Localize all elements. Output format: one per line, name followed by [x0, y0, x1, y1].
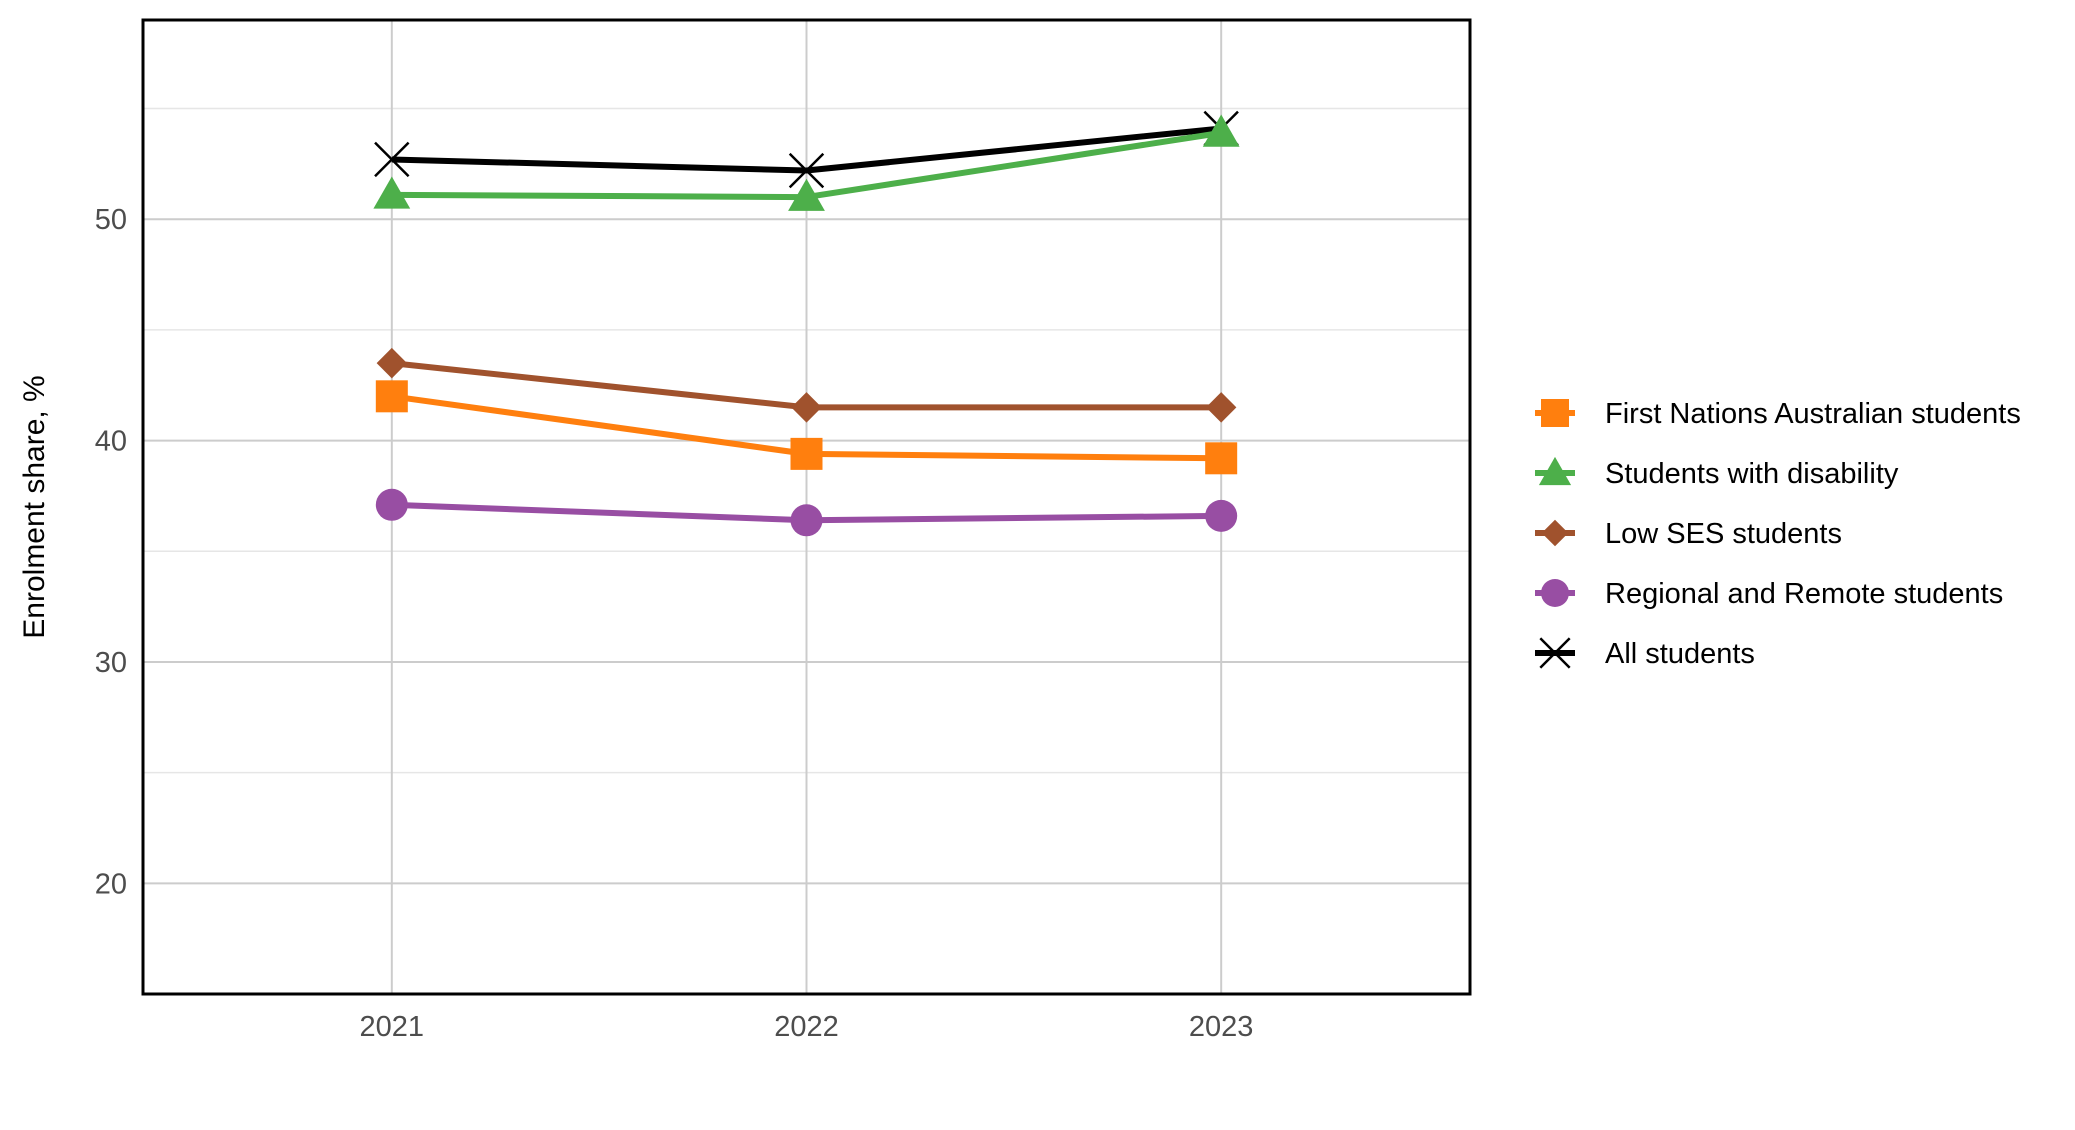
data-point [1205, 392, 1237, 423]
legend-label: Regional and Remote students [1605, 578, 2003, 610]
legend-label: All students [1605, 638, 1755, 670]
legend-marker [1539, 637, 1571, 669]
legend-marker [1541, 579, 1569, 607]
y-tick-label: 20 [95, 868, 127, 900]
tick-labels: 20 30 40 50 2021 2022 2023 [95, 204, 1254, 1043]
x-tick-label: 2022 [774, 1011, 839, 1043]
series-lines [373, 110, 1240, 537]
data-point [790, 437, 823, 470]
legend-label: Students with disability [1605, 458, 1899, 490]
y-tick-label: 50 [95, 204, 127, 236]
data-point [1205, 499, 1238, 532]
plot-frame [141, 18, 1472, 996]
legend-label: First Nations Australian students [1605, 398, 2021, 430]
y-tick-label: 30 [95, 647, 127, 679]
data-point [788, 152, 825, 189]
legend-marker [1541, 399, 1569, 427]
data-point [374, 141, 410, 178]
data-point [788, 178, 825, 211]
data-point [791, 392, 822, 423]
legend-label: Low SES students [1605, 518, 1842, 550]
data-point [375, 380, 408, 413]
legend: First Nations Australian students Student… [1535, 398, 2021, 670]
legend-marker [1541, 519, 1569, 547]
data-point [375, 488, 408, 521]
legend-marker [1538, 456, 1572, 486]
data-point [376, 347, 408, 379]
data-point [1205, 442, 1238, 475]
y-tick-label: 40 [95, 426, 127, 458]
x-tick-label: 2021 [360, 1011, 425, 1043]
data-point [1202, 114, 1240, 147]
y-axis-title: Enrolment share, % [18, 375, 51, 638]
data-point [790, 504, 823, 537]
x-tick-label: 2023 [1189, 1011, 1254, 1043]
data-point [373, 176, 411, 209]
